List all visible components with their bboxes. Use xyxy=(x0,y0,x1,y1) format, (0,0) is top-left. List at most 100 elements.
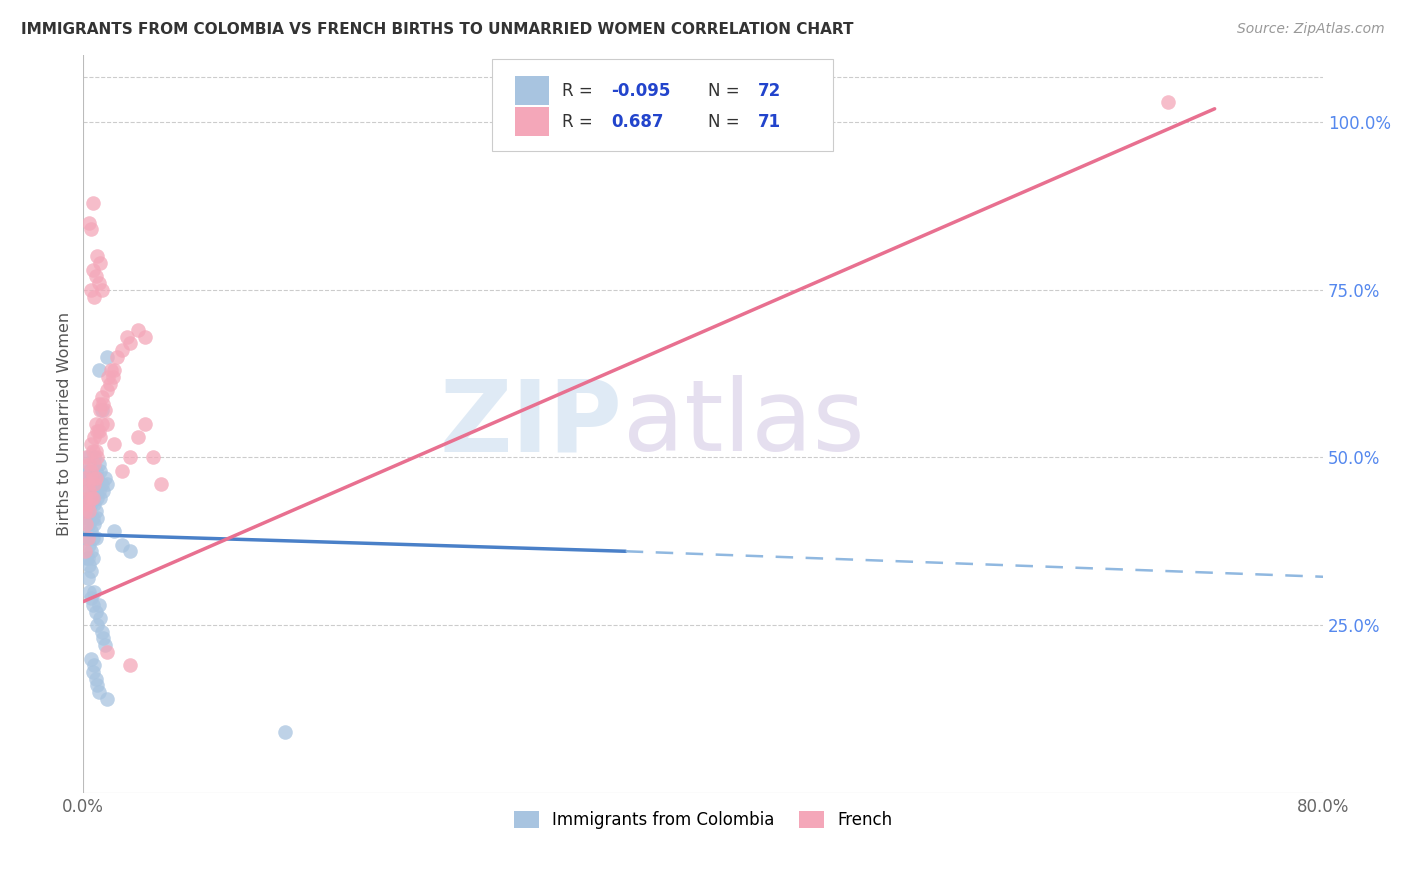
Point xyxy=(90,390,112,404)
Point xyxy=(89,491,111,505)
Point xyxy=(73,464,96,478)
Text: R =: R = xyxy=(562,112,603,130)
Point xyxy=(75,450,97,465)
Text: 0.687: 0.687 xyxy=(612,112,664,130)
Text: 72: 72 xyxy=(758,81,780,100)
Point xyxy=(86,249,108,263)
Point xyxy=(118,544,141,558)
Point xyxy=(79,457,101,471)
Point xyxy=(274,725,297,739)
Point xyxy=(93,397,115,411)
Point xyxy=(86,491,108,505)
Point xyxy=(96,417,118,431)
Point xyxy=(83,584,105,599)
Point xyxy=(103,437,125,451)
Point xyxy=(84,504,107,518)
Point xyxy=(87,424,110,438)
Point xyxy=(149,477,172,491)
Point xyxy=(79,538,101,552)
Point xyxy=(80,565,103,579)
Text: N =: N = xyxy=(709,112,745,130)
Point xyxy=(86,450,108,465)
Point xyxy=(89,611,111,625)
Text: R =: R = xyxy=(562,81,598,100)
Point xyxy=(87,363,110,377)
Point xyxy=(84,417,107,431)
Point xyxy=(80,222,103,236)
Point xyxy=(96,350,118,364)
Point xyxy=(79,483,101,498)
Point xyxy=(90,624,112,639)
Point xyxy=(94,638,117,652)
Point xyxy=(75,517,97,532)
Point xyxy=(75,504,97,518)
Point xyxy=(94,470,117,484)
Point xyxy=(80,437,103,451)
Point xyxy=(84,531,107,545)
Point xyxy=(84,605,107,619)
Point xyxy=(118,658,141,673)
Point xyxy=(79,584,101,599)
Point xyxy=(86,510,108,524)
Point xyxy=(111,538,134,552)
Point xyxy=(73,504,96,518)
Point xyxy=(80,477,103,491)
Point xyxy=(118,336,141,351)
Point xyxy=(83,477,105,491)
Point xyxy=(82,510,104,524)
Point xyxy=(80,464,103,478)
Point xyxy=(89,464,111,478)
Point xyxy=(75,491,97,505)
Point xyxy=(80,651,103,665)
Point xyxy=(127,323,149,337)
Point xyxy=(134,330,156,344)
Point xyxy=(79,517,101,532)
Point xyxy=(90,283,112,297)
Point xyxy=(82,470,104,484)
Point xyxy=(79,504,101,518)
Point xyxy=(83,430,105,444)
Point xyxy=(75,531,97,545)
Point xyxy=(1157,95,1180,109)
Point xyxy=(142,450,165,465)
Bar xyxy=(515,76,550,105)
Text: -0.095: -0.095 xyxy=(612,81,671,100)
Point xyxy=(87,276,110,290)
Point xyxy=(101,370,124,384)
Point xyxy=(96,477,118,491)
Point xyxy=(94,403,117,417)
Text: 71: 71 xyxy=(758,112,780,130)
Point xyxy=(96,384,118,398)
Point xyxy=(79,216,101,230)
Point xyxy=(111,343,134,358)
Point xyxy=(84,269,107,284)
Point xyxy=(90,417,112,431)
Point xyxy=(134,417,156,431)
Point xyxy=(87,685,110,699)
Point xyxy=(90,403,112,417)
Point xyxy=(84,443,107,458)
Point xyxy=(84,672,107,686)
Point xyxy=(89,256,111,270)
Point xyxy=(83,477,105,491)
Point xyxy=(73,544,96,558)
Point xyxy=(82,443,104,458)
Point xyxy=(111,464,134,478)
Point xyxy=(84,464,107,478)
Point xyxy=(93,483,115,498)
Point xyxy=(73,497,96,511)
Point xyxy=(82,531,104,545)
Point xyxy=(82,195,104,210)
Text: ZIP: ZIP xyxy=(440,376,623,473)
Text: N =: N = xyxy=(709,81,745,100)
Point xyxy=(86,424,108,438)
Bar xyxy=(515,107,550,136)
Point xyxy=(84,483,107,498)
Point xyxy=(82,491,104,505)
FancyBboxPatch shape xyxy=(492,59,834,151)
Point xyxy=(83,289,105,303)
Point xyxy=(87,483,110,498)
Point xyxy=(83,457,105,471)
Point xyxy=(97,370,120,384)
Point xyxy=(98,376,121,391)
